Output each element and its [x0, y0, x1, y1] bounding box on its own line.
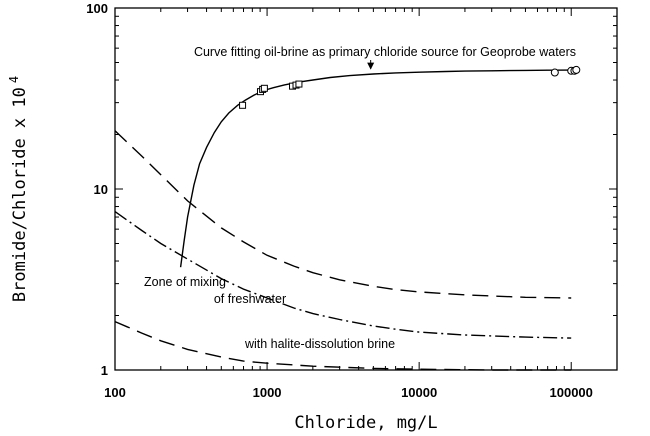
series-line-mix-middle — [114, 211, 572, 339]
x-tick-label: 100000 — [550, 385, 593, 400]
x-tick-label: 1000 — [253, 385, 282, 400]
annotation-arrow-head — [367, 62, 375, 70]
y-axis-label-main: Bromide/Chloride x 10 — [10, 87, 30, 302]
y-tick-label: 100 — [86, 1, 108, 16]
y-tick-label: 1 — [101, 363, 108, 378]
series-line-mix-upper — [114, 130, 572, 299]
data-point-square — [239, 101, 247, 109]
series-layer — [114, 69, 572, 371]
annotation-text: Zone of mixing — [144, 275, 226, 289]
data-point-circle — [550, 68, 559, 77]
x-tick-label: 10000 — [401, 385, 437, 400]
y-tick-label: 10 — [94, 182, 108, 197]
series-line-mix-lower — [114, 320, 572, 371]
y-axis-ticks: 1 10 100 — [86, 1, 617, 378]
y-axis-label: Bromide/Chloride x 10 4 — [7, 76, 30, 302]
data-point-square — [260, 84, 268, 92]
annotation-text: of freshwater — [214, 292, 286, 306]
data-point-circle — [572, 65, 581, 74]
plot-frame — [114, 7, 618, 371]
annotation-text: Curve fitting oil-brine as primary chlor… — [194, 45, 576, 59]
annotation-text: with halite-dissolution brine — [244, 337, 395, 351]
x-tick-label: 100 — [104, 385, 126, 400]
x-axis-label: Chloride, mg/L — [294, 413, 437, 433]
series-line-fit — [179, 69, 572, 268]
y-axis-label-exponent: 4 — [7, 76, 21, 83]
data-point-square — [295, 80, 303, 88]
annotation-layer: Curve fitting oil-brine as primary chlor… — [144, 45, 576, 351]
marker-layer — [239, 65, 581, 109]
